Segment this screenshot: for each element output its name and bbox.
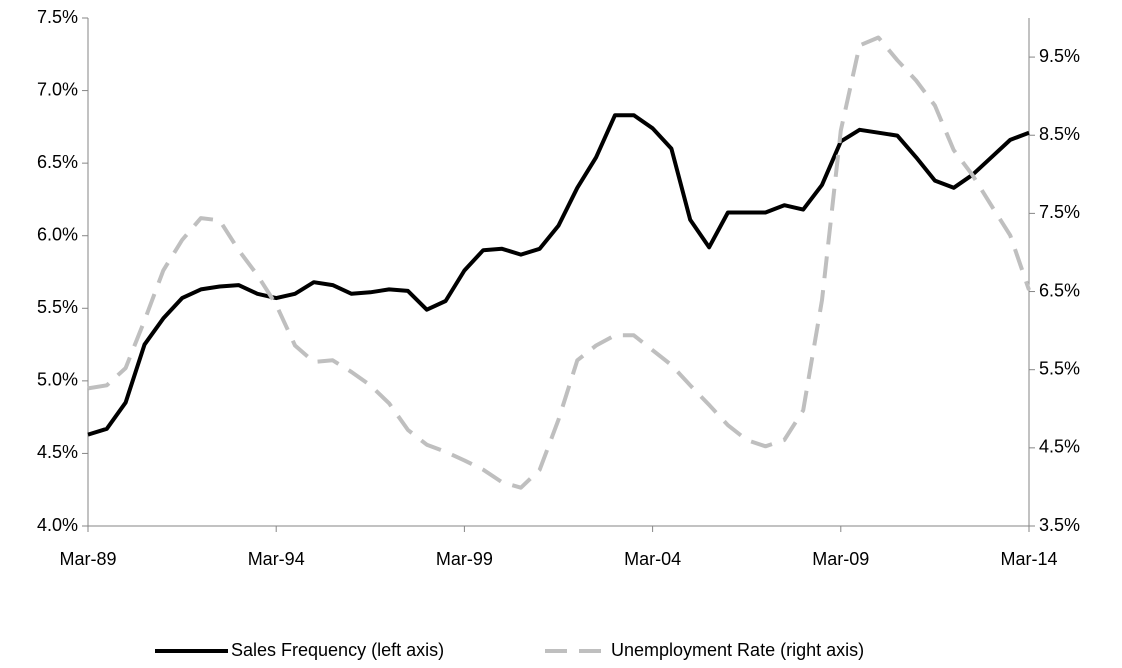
x-tick-label: Mar-09 bbox=[812, 549, 869, 569]
legend-label: Sales Frequency (left axis) bbox=[231, 640, 444, 660]
y2-tick-label: 8.5% bbox=[1039, 124, 1080, 144]
y-tick-label: 7.5% bbox=[37, 7, 78, 27]
y-tick-label: 5.0% bbox=[37, 370, 78, 390]
y2-tick-label: 5.5% bbox=[1039, 358, 1080, 378]
x-tick-label: Mar-14 bbox=[1000, 549, 1057, 569]
y2-tick-label: 6.5% bbox=[1039, 280, 1080, 300]
y-tick-label: 6.0% bbox=[37, 224, 78, 244]
legend-label: Unemployment Rate (right axis) bbox=[611, 640, 864, 660]
y-tick-label: 6.5% bbox=[37, 152, 78, 172]
y-tick-label: 4.0% bbox=[37, 515, 78, 535]
y2-tick-label: 9.5% bbox=[1039, 46, 1080, 66]
x-tick-label: Mar-94 bbox=[248, 549, 305, 569]
x-tick-label: Mar-99 bbox=[436, 549, 493, 569]
y2-tick-label: 4.5% bbox=[1039, 437, 1080, 457]
y-tick-label: 5.5% bbox=[37, 297, 78, 317]
series-line bbox=[87, 113, 1030, 437]
y2-tick-label: 7.5% bbox=[1039, 202, 1080, 222]
y-tick-label: 4.5% bbox=[37, 442, 78, 462]
series-line bbox=[87, 35, 1031, 490]
x-tick-label: Mar-04 bbox=[624, 549, 681, 569]
y-tick-label: 7.0% bbox=[37, 79, 78, 99]
y2-tick-label: 3.5% bbox=[1039, 515, 1080, 535]
x-tick-label: Mar-89 bbox=[59, 549, 116, 569]
